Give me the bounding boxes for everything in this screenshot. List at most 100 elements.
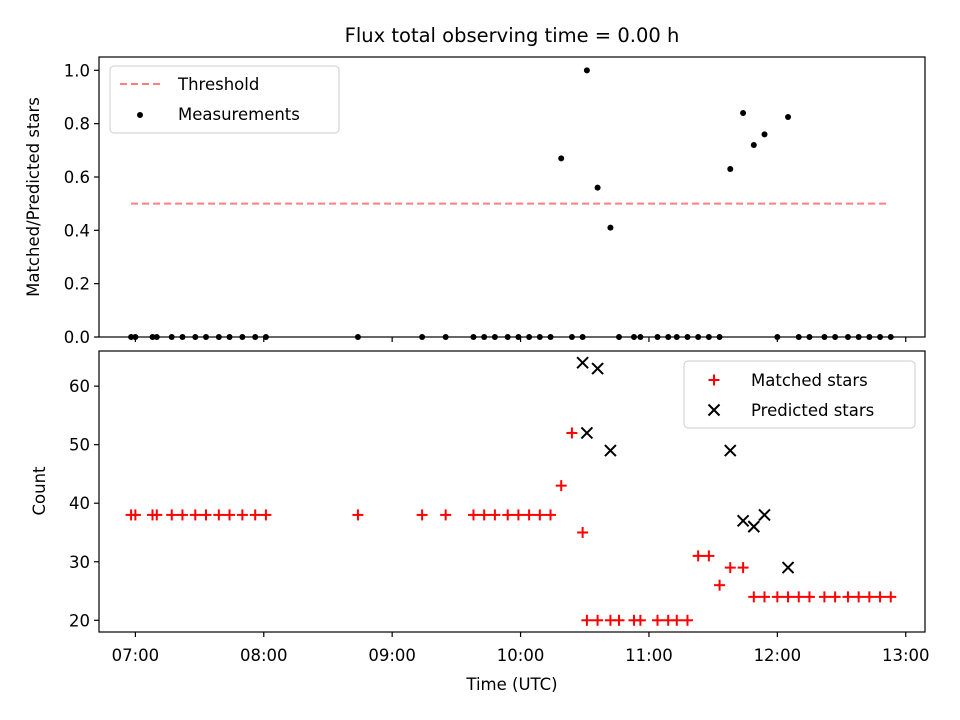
matched-star-marker	[129, 509, 141, 521]
predicted-star-marker	[580, 426, 594, 440]
matched-star-marker	[652, 614, 664, 626]
matched-star-marker	[545, 509, 557, 521]
matched-star-marker	[634, 614, 646, 626]
predicted-star-marker-b	[580, 426, 594, 440]
predicted-star-marker-b	[781, 561, 795, 574]
matched-star-marker	[581, 614, 593, 626]
bottom-chart-frame	[98, 350, 926, 633]
top-y-tick-label: 0.6	[64, 168, 90, 187]
matched-star-marker	[555, 480, 567, 492]
matched-star-marker	[793, 591, 805, 603]
x-tick-label: 10:00	[497, 646, 545, 665]
predicted-star-marker	[604, 444, 617, 457]
threshold-legend-label: Threshold	[177, 75, 259, 94]
bottom-y-tick-label: 60	[69, 377, 90, 396]
measurement-point	[750, 142, 757, 148]
predicted-star-marker-b	[724, 444, 737, 457]
matched-star-marker	[671, 614, 683, 626]
bottom-y-tick-label: 40	[69, 494, 90, 513]
bottom-legend-box	[683, 360, 916, 429]
measurements-legend-swatch	[137, 112, 143, 118]
predicted-star-marker	[758, 508, 771, 522]
matched-star-marker	[771, 591, 783, 603]
matched-star-marker	[166, 509, 178, 521]
matched-star-marker	[782, 591, 794, 603]
matched-star-marker	[874, 591, 886, 603]
matched-star-marker	[502, 509, 514, 521]
top-y-tick-label: 0.8	[64, 115, 90, 134]
top-chart-frame	[98, 56, 926, 338]
matched-star-marker	[724, 562, 736, 574]
matched-star-marker	[236, 509, 248, 521]
predicted-star-marker	[781, 561, 795, 574]
matched-star-marker	[512, 509, 524, 521]
matched-star-marker	[213, 509, 225, 521]
top-legend-box	[109, 65, 340, 134]
x-tick-label: 07:00	[112, 646, 160, 665]
matched-star-marker	[200, 509, 212, 521]
matched-star-marker	[818, 591, 830, 603]
top-y-axis-label: Matched/Predicted stars	[24, 97, 43, 297]
predicted-star-marker-b	[591, 362, 604, 375]
x-tick-label: 08:00	[240, 646, 288, 665]
matched-star-marker	[803, 591, 815, 603]
bottom-y-axis-label: Count	[30, 466, 49, 516]
matched-star-marker	[703, 550, 715, 562]
matched-star-marker	[566, 427, 578, 439]
predicted-star-marker-b	[747, 520, 761, 533]
matched-star-marker	[534, 509, 546, 521]
matched-star-marker	[260, 509, 272, 521]
top-y-tick-label: 1.0	[64, 61, 90, 80]
bottom-y-tick-label: 20	[69, 611, 90, 630]
x-tick-label: 11:00	[625, 646, 673, 665]
matched-star-marker	[759, 591, 771, 603]
measurement-point	[607, 224, 614, 231]
matched-star-marker	[681, 614, 693, 626]
predicted-star-marker-b	[604, 444, 617, 457]
predicted-legend-swatch-b	[707, 403, 721, 417]
matched-star-marker	[189, 509, 201, 521]
top-y-tick-label: 0.0	[64, 328, 90, 347]
predicted-star-marker-b	[576, 356, 589, 369]
predicted-legend-label: Predicted stars	[751, 401, 874, 420]
measurement-point	[558, 155, 565, 162]
measurement-point	[740, 110, 747, 116]
matched-star-marker	[853, 591, 865, 603]
measurement-point	[727, 166, 734, 172]
bottom-y-tick-label: 30	[69, 553, 90, 572]
x-axis-label: Time (UTC)	[465, 675, 557, 694]
predicted-star-marker	[736, 514, 750, 527]
predicted-star-marker	[724, 444, 737, 457]
predicted-star-marker	[591, 362, 604, 375]
matched-star-marker	[842, 591, 854, 603]
matched-star-marker	[478, 509, 490, 521]
top-y-tick-label: 0.2	[64, 275, 90, 294]
matched-star-marker	[224, 509, 236, 521]
x-tick-label: 13:00	[882, 646, 930, 665]
measurement-point	[761, 131, 768, 138]
bottom-y-tick-label: 50	[69, 436, 90, 455]
matched-star-marker	[692, 550, 704, 562]
matched-legend-swatch	[708, 374, 720, 386]
x-tick-label: 12:00	[754, 646, 802, 665]
matched-star-marker	[885, 591, 897, 603]
top-chart-panel: 0.0 0.2 0.4 0.6 0.8 1.0 Matched/Predicted sta…	[24, 56, 926, 347]
matched-star-marker	[176, 509, 188, 521]
matched-star-marker	[863, 591, 875, 603]
measurement-point	[785, 114, 792, 120]
matched-star-marker	[714, 579, 726, 591]
matched-star-marker	[523, 509, 535, 521]
matched-star-marker	[592, 614, 604, 626]
matched-star-marker	[737, 562, 749, 574]
predicted-star-marker	[747, 520, 761, 533]
predicted-star-marker	[576, 356, 589, 369]
matched-star-marker	[613, 614, 625, 626]
matched-star-marker	[748, 591, 760, 603]
matched-star-marker	[489, 509, 501, 521]
x-tick-label: 09:00	[368, 646, 416, 665]
matched-star-marker	[416, 509, 428, 521]
bottom-chart-panel: 20 30 40 50 60 07:00 08:00 09:00 10:00 11:00 12:00…	[30, 350, 930, 694]
matched-star-marker	[577, 526, 589, 538]
top-y-tick-label: 0.4	[64, 221, 90, 240]
